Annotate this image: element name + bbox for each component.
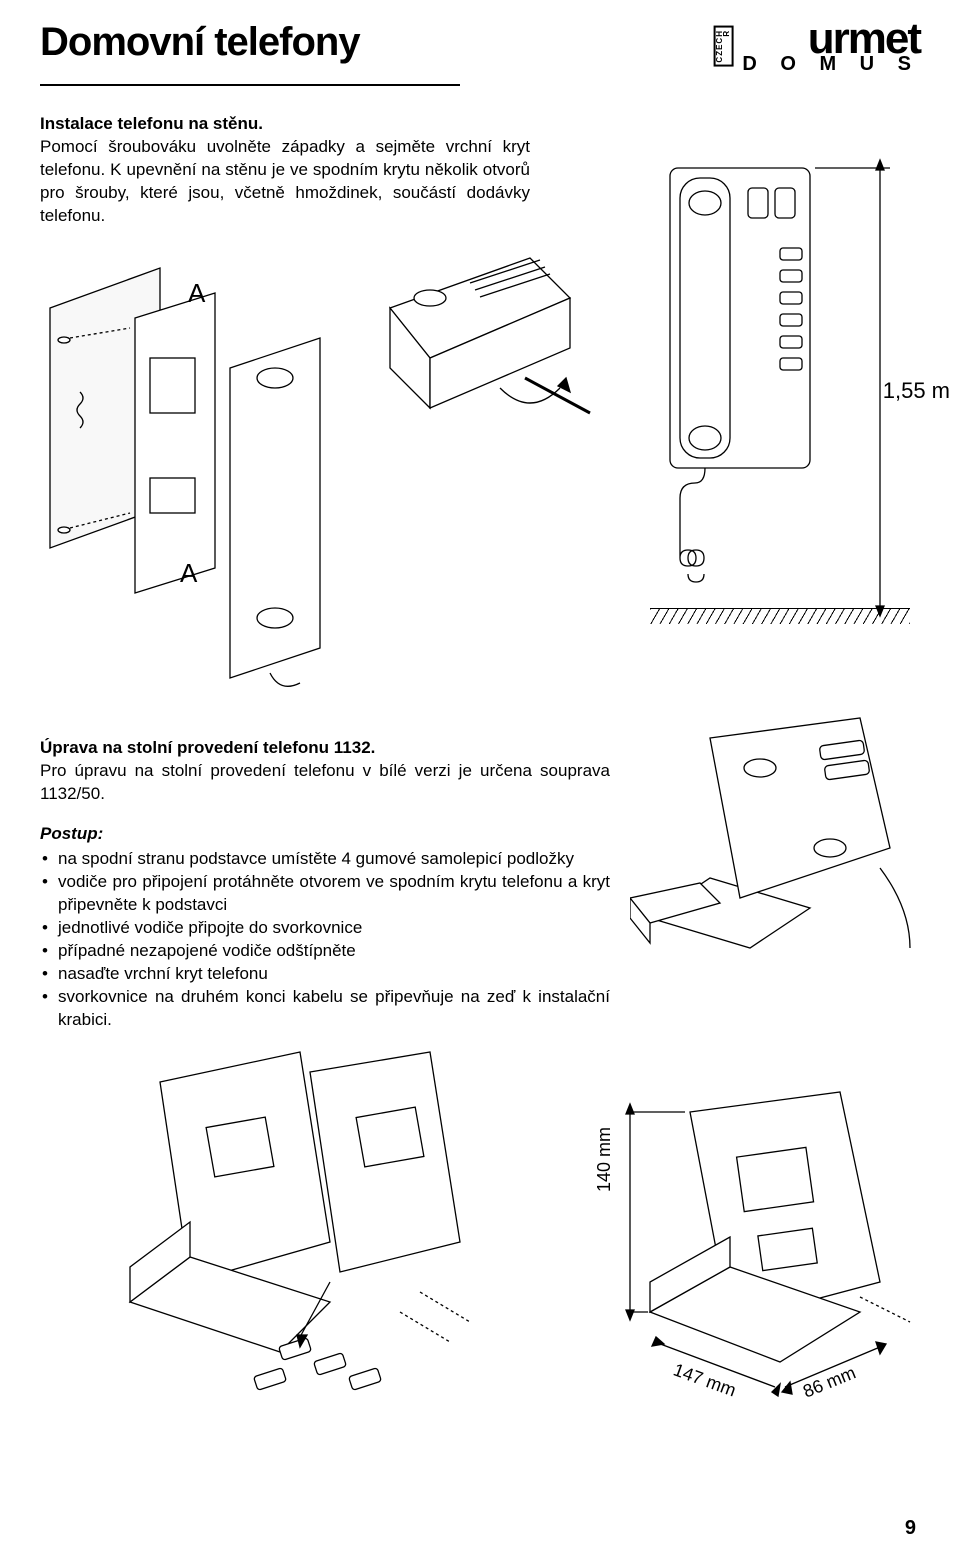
figure-row-3: 140 mm 147 mm 86 mm	[40, 1042, 920, 1442]
intro-heading: Instalace telefonu na stěnu.	[40, 114, 530, 134]
postup-heading: Postup:	[40, 824, 610, 844]
intro-text: Pomocí šroubováku uvolněte západky a sej…	[40, 136, 530, 228]
section2-text: Pro úpravu na stolní provedení telefonu …	[40, 760, 610, 806]
section2-heading: Úprava na stolní provedení telefonu 1132…	[40, 738, 610, 758]
page-title: Domovní telefony	[40, 20, 360, 65]
diagram-desktop-phone	[630, 708, 920, 968]
section-desktop-conversion: Úprava na stolní provedení telefonu 1132…	[40, 738, 610, 1031]
diagram-base-dimensions: 140 mm 147 mm 86 mm	[580, 1082, 940, 1422]
label-a-top: A	[188, 278, 205, 309]
page-header: Domovní telefony CZECH R urmet D O M U S	[40, 20, 920, 76]
ground-hatch	[650, 608, 910, 624]
dimension-height-label: 1,55 m	[883, 378, 950, 404]
intro-block: Instalace telefonu na stěnu. Pomocí šrou…	[40, 114, 530, 228]
diagram-base-pads	[100, 1042, 520, 1422]
logo-czech-tag: CZECH R	[714, 26, 734, 67]
page-number: 9	[905, 1517, 916, 1540]
diagram-handset-perspective	[360, 228, 600, 448]
title-underline	[40, 84, 460, 86]
bullet-item: na spodní stranu podstavce umístěte 4 gu…	[54, 848, 610, 871]
bullet-item: vodiče pro připojení protáhněte otvorem …	[54, 871, 610, 917]
bullet-item: případné nezapojené vodiče odštípněte	[54, 940, 610, 963]
dim-height-label: 140 mm	[594, 1126, 615, 1191]
brand-logo: CZECH R urmet D O M U S	[742, 20, 920, 76]
logo-brand-text: urmet	[808, 14, 920, 63]
label-a-bottom: A	[180, 558, 197, 589]
bullet-item: nasaďte vrchní kryt telefonu	[54, 963, 610, 986]
postup-bullets: na spodní stranu podstavce umístěte 4 gu…	[40, 848, 610, 1032]
bullet-item: svorkovnice na druhém konci kabelu se př…	[54, 986, 610, 1032]
figure-row-1: A A	[40, 248, 920, 708]
diagram-wall-phone-dimension: 1,55 m	[630, 158, 930, 638]
bullet-item: jednotlivé vodiče připojte do svorkovnic…	[54, 917, 610, 940]
